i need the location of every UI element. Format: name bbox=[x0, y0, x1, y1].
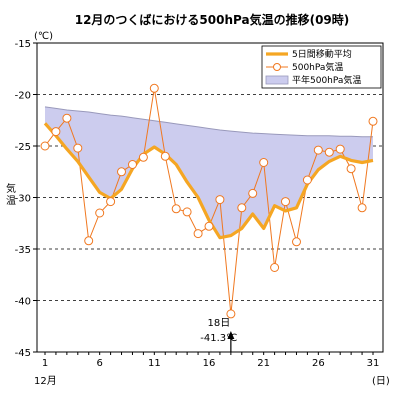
daily-point bbox=[117, 167, 126, 177]
y-axis-label-group: 気温 bbox=[6, 182, 16, 207]
daily-point bbox=[248, 188, 258, 198]
daily-point bbox=[292, 237, 301, 247]
daily-point bbox=[270, 263, 280, 272]
daily-point bbox=[302, 175, 312, 185]
x-axis-unit: (日) bbox=[372, 376, 390, 387]
y-tick-label: -20 bbox=[15, 91, 31, 102]
x-tick-label: 26 bbox=[312, 358, 325, 369]
legend-swatch-daily-marker bbox=[273, 63, 281, 71]
normal-band bbox=[44, 106, 373, 238]
daily-point bbox=[84, 236, 94, 246]
daily-point bbox=[281, 197, 290, 207]
x-tick-label: 21 bbox=[257, 358, 270, 369]
daily-point bbox=[215, 195, 225, 205]
daily-point bbox=[106, 197, 116, 207]
x-tick-label: 31 bbox=[367, 358, 380, 369]
y-tick-label: -45 bbox=[15, 348, 31, 359]
daily-point bbox=[346, 164, 356, 174]
daily-point bbox=[324, 147, 334, 157]
daily-point bbox=[368, 116, 378, 126]
daily-point bbox=[40, 141, 50, 151]
daily-point bbox=[193, 229, 203, 239]
y-tick-label: -15 bbox=[15, 39, 31, 50]
normal-line bbox=[44, 106, 373, 138]
annotation-day: 18日 bbox=[207, 318, 230, 329]
chart-title: 12月のつくばにおける500hPa気温の推移(09時) bbox=[75, 12, 350, 27]
legend-swatch-normal bbox=[265, 75, 289, 85]
daily-point bbox=[138, 152, 148, 162]
daily-point bbox=[95, 208, 105, 218]
daily-point bbox=[259, 158, 269, 167]
daily-point bbox=[171, 204, 181, 214]
y-axis-label-char: 温 bbox=[6, 195, 16, 207]
daily-point bbox=[226, 309, 236, 319]
y-tick-label: -30 bbox=[15, 194, 31, 205]
daily-point bbox=[160, 151, 170, 161]
x-tick-label: 1 bbox=[42, 358, 48, 369]
daily-point bbox=[62, 113, 72, 123]
y-axis-label-char: 気 bbox=[6, 182, 16, 195]
daily-point bbox=[313, 145, 323, 155]
daily-point bbox=[182, 207, 192, 217]
annotation-value: -41.3℃ bbox=[200, 333, 237, 344]
y-tick-label: -35 bbox=[15, 245, 31, 256]
x-tick-label: 16 bbox=[203, 358, 216, 369]
daily-points bbox=[40, 83, 378, 319]
annotation-arrow-head bbox=[227, 331, 235, 339]
daily-point bbox=[237, 203, 247, 213]
daily-point bbox=[128, 160, 137, 169]
daily-point bbox=[335, 144, 345, 154]
normal-band-area bbox=[45, 106, 373, 238]
daily-point bbox=[149, 83, 159, 93]
legend-label-normal: 平年500hPa気温 bbox=[292, 74, 361, 86]
x-tick-label: 11 bbox=[148, 358, 161, 369]
daily-point bbox=[204, 221, 214, 231]
y-tick-label: -25 bbox=[15, 142, 31, 153]
legend-label-moving-average: 5日間移動平均 bbox=[292, 48, 352, 60]
legend-label-daily: 500hPa気温 bbox=[292, 61, 343, 73]
daily-point bbox=[357, 203, 367, 213]
daily-point bbox=[73, 143, 83, 153]
x-axis-month-label: 12月 bbox=[34, 375, 57, 387]
daily-point bbox=[51, 127, 61, 137]
y-axis-unit: (℃) bbox=[34, 31, 53, 42]
y-tick-label: -40 bbox=[15, 297, 31, 308]
y-tick-labels: -15 -20 -25 -30 -35 -40 -45 bbox=[15, 39, 37, 359]
x-tick-labels: 1 6 11 16 21 26 31 bbox=[42, 352, 380, 369]
moving-average-line bbox=[43, 122, 374, 240]
annotation-group: 18日 -41.3℃ bbox=[200, 318, 237, 352]
x-tick-label: 6 bbox=[96, 358, 102, 369]
